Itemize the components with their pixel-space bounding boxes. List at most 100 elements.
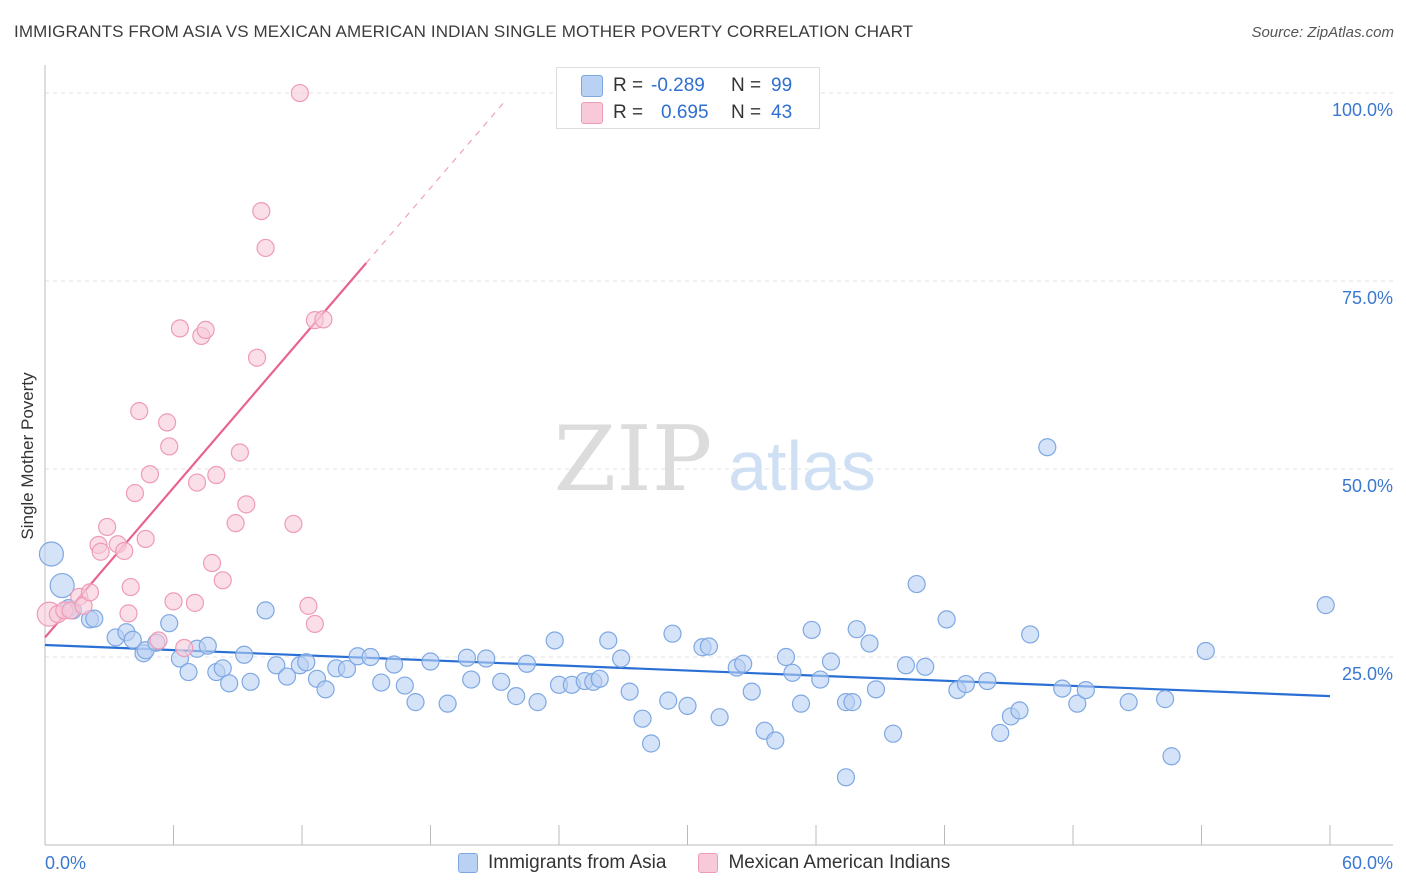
point-mexican: [299, 596, 318, 615]
point-asia: [836, 768, 856, 787]
point-mexican: [290, 83, 309, 103]
swatch-blue-icon: [458, 853, 478, 873]
point-mexican: [252, 201, 271, 221]
tick-labels: 25.0% 50.0% 75.0% 100.0% 0.0% 60.0%: [45, 100, 1393, 873]
point-asia: [742, 682, 761, 701]
point-asia: [641, 734, 661, 753]
point-asia: [38, 541, 65, 567]
point-asia: [1010, 701, 1029, 720]
point-mexican: [237, 495, 256, 514]
point-asia: [991, 723, 1010, 743]
point-mexican: [314, 310, 333, 329]
zipatlas-watermark: ZIP atlas: [554, 407, 876, 512]
point-asia: [590, 669, 609, 688]
point-asia: [457, 648, 477, 667]
point-asia: [860, 634, 879, 653]
point-mexican: [230, 443, 249, 462]
point-asia: [160, 614, 179, 633]
point-asia: [791, 694, 811, 713]
point-asia: [507, 687, 526, 706]
r-label: R =: [613, 102, 644, 123]
point-asia: [1196, 641, 1215, 661]
point-mexican: [226, 514, 245, 533]
point-asia: [235, 645, 254, 664]
point-mexican: [196, 320, 215, 340]
point-mexican: [170, 319, 190, 338]
point-mexican: [207, 465, 226, 485]
point-asia: [438, 694, 457, 713]
point-asia: [766, 731, 785, 750]
y-tick-label: 50.0%: [1342, 476, 1393, 496]
point-asia: [337, 659, 357, 679]
point-asia: [1068, 694, 1087, 713]
point-mexican: [256, 238, 275, 258]
point-mexican: [213, 571, 232, 590]
point-asia: [663, 624, 682, 643]
point-mexican: [121, 577, 140, 597]
point-asia: [937, 610, 956, 629]
point-asia: [316, 680, 335, 699]
point-asia: [462, 670, 481, 689]
legend-row-mexican: R = 0.695 N = 43: [581, 100, 792, 126]
data-points: [36, 83, 1335, 787]
point-asia: [1119, 693, 1138, 712]
trendline-mexican-extension: [365, 100, 506, 264]
point-mexican: [130, 402, 149, 421]
point-asia: [633, 709, 652, 728]
source-credit: Source: ZipAtlas.com: [1251, 24, 1394, 41]
point-asia: [599, 631, 618, 650]
point-asia: [620, 682, 639, 701]
point-asia: [1038, 438, 1057, 457]
point-asia: [384, 655, 404, 674]
y-tick-label: 75.0%: [1342, 288, 1393, 308]
point-mexican: [91, 542, 110, 561]
point-asia: [883, 724, 903, 743]
point-asia: [406, 693, 425, 712]
point-asia: [477, 649, 496, 668]
point-asia: [492, 672, 511, 691]
point-mexican: [125, 483, 145, 503]
legend-item-asia[interactable]: Immigrants from Asia: [458, 852, 666, 874]
swatch-pink-icon: [698, 853, 719, 873]
n-label: N =: [731, 75, 762, 96]
series-legend: Immigrants from Asia Mexican American In…: [458, 852, 982, 874]
point-asia: [710, 708, 729, 727]
correlation-legend: R = -0.289 N = 99 R = 0.695 N = 43: [556, 67, 820, 129]
trend-lines: [44, 100, 1331, 698]
point-asia: [198, 636, 217, 655]
point-asia: [1053, 679, 1072, 698]
point-mexican: [98, 517, 117, 537]
point-asia: [678, 696, 697, 715]
y-tick-label: 25.0%: [1342, 664, 1393, 684]
point-asia: [123, 630, 142, 649]
point-mexican: [247, 348, 267, 367]
point-asia: [267, 656, 286, 675]
point-mexican: [119, 604, 138, 623]
y-axis-label: Single Mother Poverty: [18, 372, 37, 540]
point-asia: [213, 659, 232, 678]
point-asia: [545, 631, 564, 650]
point-asia: [776, 647, 796, 667]
point-mexican: [185, 593, 205, 612]
point-asia: [811, 670, 830, 689]
point-mexican: [175, 638, 194, 658]
grid-lines: [45, 92, 1393, 658]
point-asia: [372, 673, 391, 692]
point-asia: [956, 674, 976, 694]
point-asia: [85, 609, 104, 628]
point-mexican: [149, 631, 168, 650]
point-asia: [847, 620, 866, 639]
point-mexican: [284, 514, 303, 534]
point-asia: [821, 652, 841, 671]
legend-item-mexican[interactable]: Mexican American Indians: [698, 852, 950, 874]
point-asia: [783, 663, 802, 682]
point-asia: [1076, 680, 1095, 700]
trendline-asia: [44, 643, 1331, 698]
point-mexican: [80, 583, 100, 602]
point-asia: [1021, 625, 1040, 644]
watermark-atlas: atlas: [728, 427, 876, 505]
point-asia: [220, 674, 239, 693]
swatch-blue-icon: [581, 75, 603, 97]
r-label: R =: [613, 75, 644, 96]
